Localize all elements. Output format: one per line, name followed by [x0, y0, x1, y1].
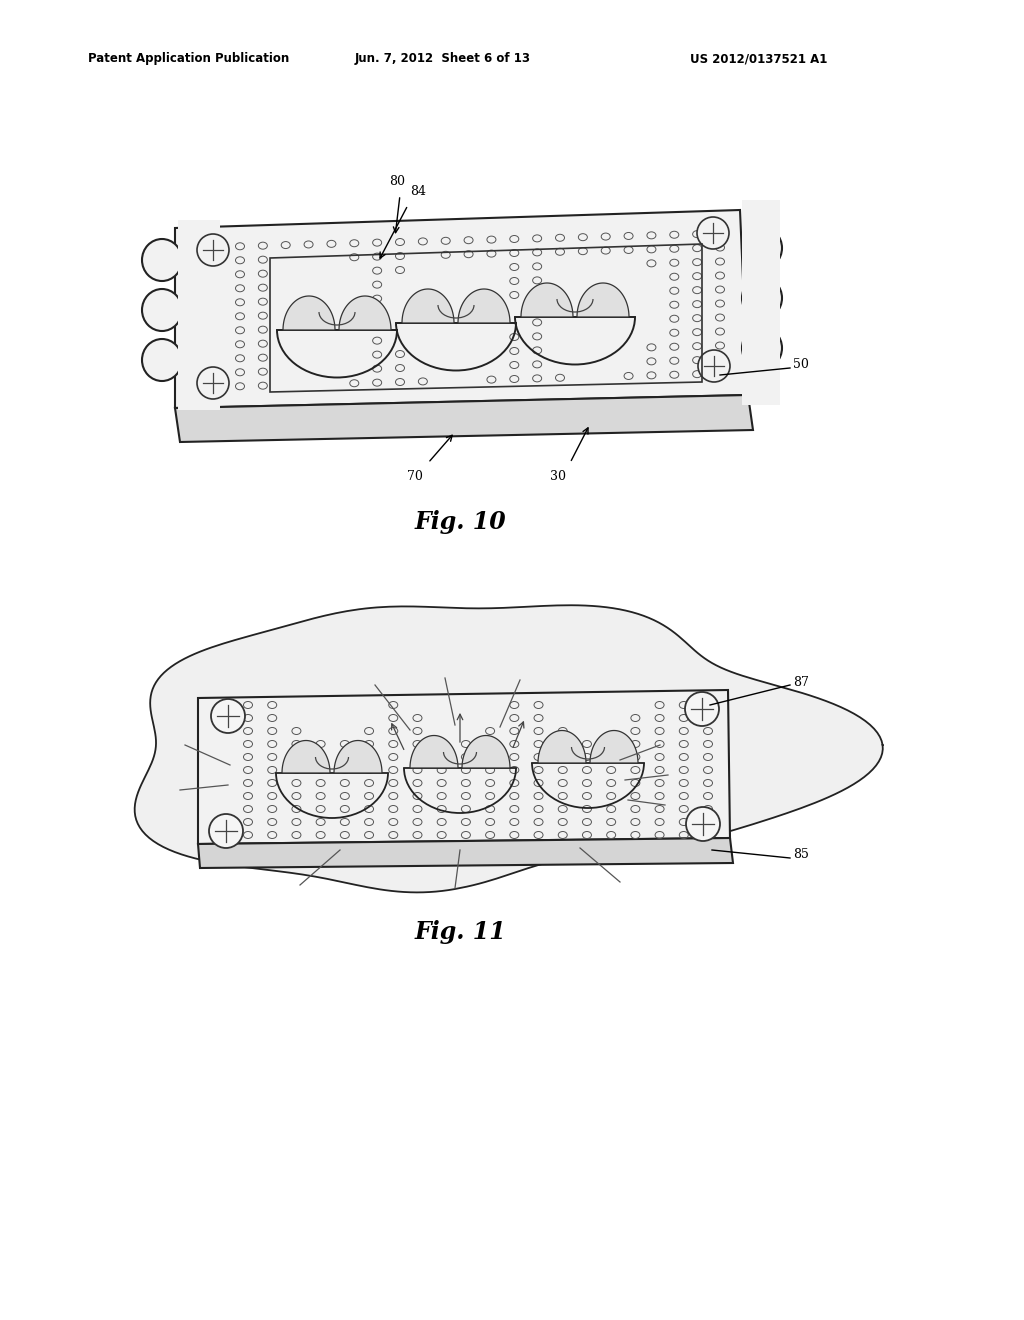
Polygon shape — [334, 741, 382, 774]
Ellipse shape — [742, 277, 782, 319]
Text: US 2012/0137521 A1: US 2012/0137521 A1 — [690, 51, 827, 65]
Polygon shape — [458, 289, 510, 323]
Polygon shape — [198, 690, 730, 843]
Ellipse shape — [742, 227, 782, 269]
Circle shape — [209, 814, 243, 847]
Polygon shape — [577, 282, 629, 317]
Circle shape — [197, 234, 229, 267]
Circle shape — [685, 692, 719, 726]
Polygon shape — [175, 395, 753, 442]
Polygon shape — [462, 735, 510, 768]
Text: Patent Application Publication: Patent Application Publication — [88, 51, 289, 65]
Text: 70: 70 — [408, 470, 423, 483]
Text: Fig. 10: Fig. 10 — [414, 510, 506, 535]
Circle shape — [698, 350, 730, 381]
Ellipse shape — [142, 339, 182, 381]
Text: 84: 84 — [410, 185, 426, 198]
Polygon shape — [178, 220, 220, 411]
Polygon shape — [590, 730, 638, 763]
Polygon shape — [175, 210, 748, 408]
Polygon shape — [742, 201, 780, 405]
Ellipse shape — [742, 327, 782, 370]
Polygon shape — [283, 296, 335, 330]
Text: 50: 50 — [793, 359, 809, 371]
Circle shape — [211, 700, 245, 733]
Polygon shape — [339, 296, 391, 330]
Polygon shape — [282, 741, 330, 774]
Polygon shape — [402, 289, 454, 323]
Polygon shape — [410, 735, 458, 768]
Circle shape — [697, 216, 729, 249]
Circle shape — [686, 807, 720, 841]
Polygon shape — [538, 730, 586, 763]
Text: 30: 30 — [550, 470, 566, 483]
Text: 85: 85 — [793, 849, 809, 862]
Ellipse shape — [142, 239, 182, 281]
Circle shape — [197, 367, 229, 399]
Polygon shape — [198, 838, 733, 869]
Text: 80: 80 — [389, 176, 406, 187]
Ellipse shape — [142, 289, 182, 331]
Polygon shape — [521, 282, 573, 317]
Polygon shape — [135, 606, 883, 892]
Text: Fig. 11: Fig. 11 — [414, 920, 506, 944]
Text: Jun. 7, 2012  Sheet 6 of 13: Jun. 7, 2012 Sheet 6 of 13 — [355, 51, 531, 65]
Text: 87: 87 — [793, 676, 809, 689]
